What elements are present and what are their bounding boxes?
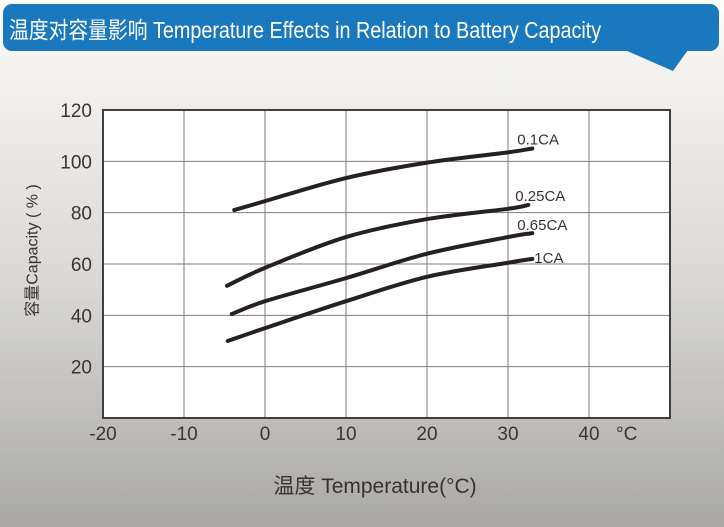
- x-tick-label: -10: [170, 424, 197, 445]
- page-title: 温度对容量影响 Temperature Effects in Relation …: [9, 16, 602, 43]
- y-tick-label: 40: [71, 306, 92, 327]
- series-label-0.65CA: 0.65CA: [517, 217, 567, 234]
- x-tick-label: 10: [335, 424, 356, 445]
- x-tick-label: 20: [416, 424, 437, 445]
- series-curve-0.65CA: [229, 231, 535, 317]
- series-label-0.1CA: 0.1CA: [517, 132, 559, 149]
- title-banner: 温度对容量影响 Temperature Effects in Relation …: [3, 4, 719, 51]
- y-axis-title: 容量Capacity ( % ): [24, 184, 42, 317]
- series-curve-0.25CA: [224, 202, 531, 288]
- x-tick-label: -20: [89, 424, 116, 445]
- x-axis-title: 温度 Temperature(°C): [273, 475, 477, 498]
- x-tick-label: 0: [260, 424, 271, 445]
- y-tick-label: 120: [60, 101, 92, 122]
- y-tick-label: 80: [71, 204, 92, 225]
- plot-frame: [102, 109, 671, 419]
- x-axis-unit-label: °C: [616, 424, 637, 445]
- y-tick-label: 20: [71, 358, 92, 379]
- series-curve-1CA: [225, 256, 535, 343]
- y-tick-label: 60: [71, 255, 92, 276]
- series-label-0.25CA: 0.25CA: [515, 188, 565, 205]
- y-tick-label: 100: [60, 152, 92, 173]
- series-curve-0.1CA: [232, 146, 535, 213]
- series-label-1CA: 1CA: [534, 250, 563, 267]
- x-tick-label: 40: [578, 424, 599, 445]
- x-tick-label: 30: [497, 424, 518, 445]
